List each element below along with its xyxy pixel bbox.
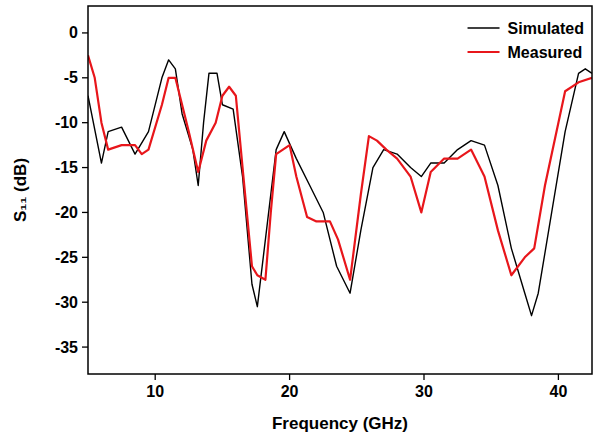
y-tick xyxy=(82,346,88,347)
y-tick xyxy=(82,32,88,33)
x-tick-label: 10 xyxy=(146,383,164,400)
y-tick xyxy=(82,257,88,258)
legend-swatch xyxy=(468,27,500,29)
y-tick xyxy=(82,167,88,168)
y-tick-label: 0 xyxy=(69,24,78,41)
x-tick xyxy=(423,374,424,380)
y-tick-label: -10 xyxy=(55,114,78,131)
y-tick xyxy=(82,302,88,303)
x-tick xyxy=(155,374,156,380)
y-tick-label: -35 xyxy=(55,339,78,356)
y-tick xyxy=(82,212,88,213)
x-tick-label: 30 xyxy=(415,383,433,400)
y-tick xyxy=(82,122,88,123)
plot-lines xyxy=(88,55,592,315)
y-tick-label: -20 xyxy=(55,204,78,221)
legend-label: Measured xyxy=(508,44,583,61)
y-tick-label: -5 xyxy=(64,69,78,86)
series-line xyxy=(88,55,592,279)
legend-swatch xyxy=(468,51,500,53)
plot-frame xyxy=(88,6,592,374)
x-tick-label: 40 xyxy=(550,383,568,400)
x-tick xyxy=(289,374,290,380)
x-axis-title: Frequency (GHz) xyxy=(272,414,408,433)
x-tick-label: 20 xyxy=(281,383,299,400)
y-axis-title: S₁₁ (dB) xyxy=(11,158,30,222)
chart: 10 20 30 40 0 -5 -10 -15 -20 -25 -30 -35 Frequency (… xyxy=(0,0,598,441)
x-tick xyxy=(558,374,559,380)
legend-label: Simulated xyxy=(508,20,584,37)
y-tick-label: -15 xyxy=(55,159,78,176)
y-tick xyxy=(82,77,88,78)
y-tick-label: -30 xyxy=(55,294,78,311)
legend: Simulated Measured xyxy=(468,20,584,61)
y-tick-label: -25 xyxy=(55,249,78,266)
